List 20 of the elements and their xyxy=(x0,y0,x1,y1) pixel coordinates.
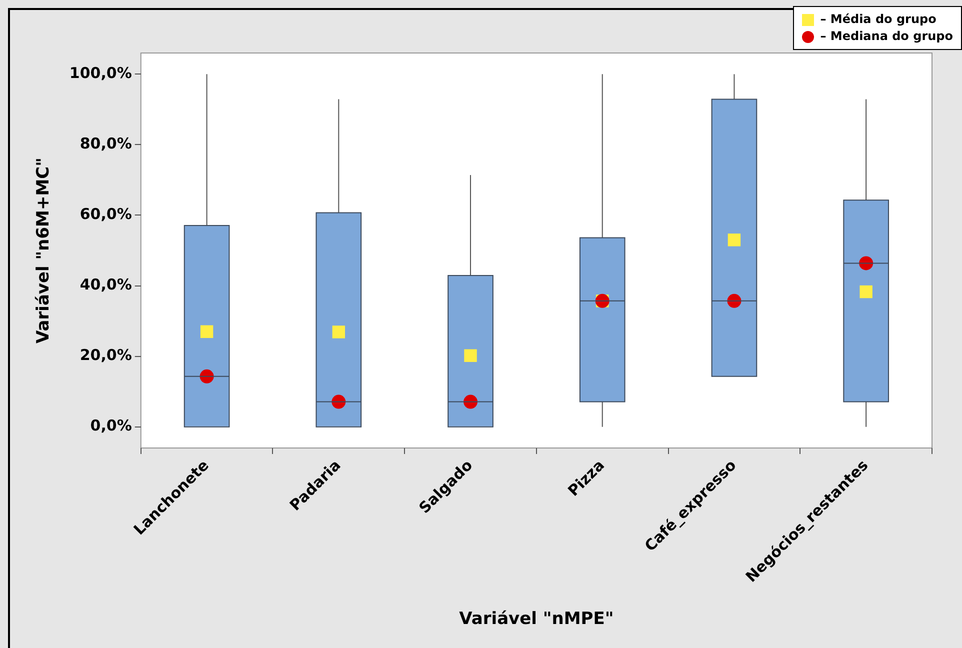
y-tick-label: 0,0% xyxy=(90,416,132,435)
point xyxy=(727,294,742,308)
point xyxy=(332,326,346,338)
point xyxy=(728,234,741,246)
point xyxy=(332,394,346,409)
y-tick-label: 40,0% xyxy=(80,276,132,294)
point xyxy=(464,394,478,409)
point xyxy=(464,349,477,362)
y-tick-label: 20,0% xyxy=(80,346,132,364)
y-tick-label: 60,0% xyxy=(80,205,132,224)
legend-label: – Mediana do grupo xyxy=(820,28,953,45)
x-axis-title: Variável "nMPE" xyxy=(459,609,614,630)
y-tick-label: 80,0% xyxy=(80,134,132,153)
point xyxy=(859,256,874,270)
point xyxy=(200,369,214,384)
legend-label: – Média do grupo xyxy=(820,11,936,28)
point xyxy=(200,325,214,338)
y-axis-title: Variável "n6M+MC" xyxy=(34,158,54,344)
y-tick-label: 100,0% xyxy=(69,64,132,82)
point xyxy=(860,285,872,298)
